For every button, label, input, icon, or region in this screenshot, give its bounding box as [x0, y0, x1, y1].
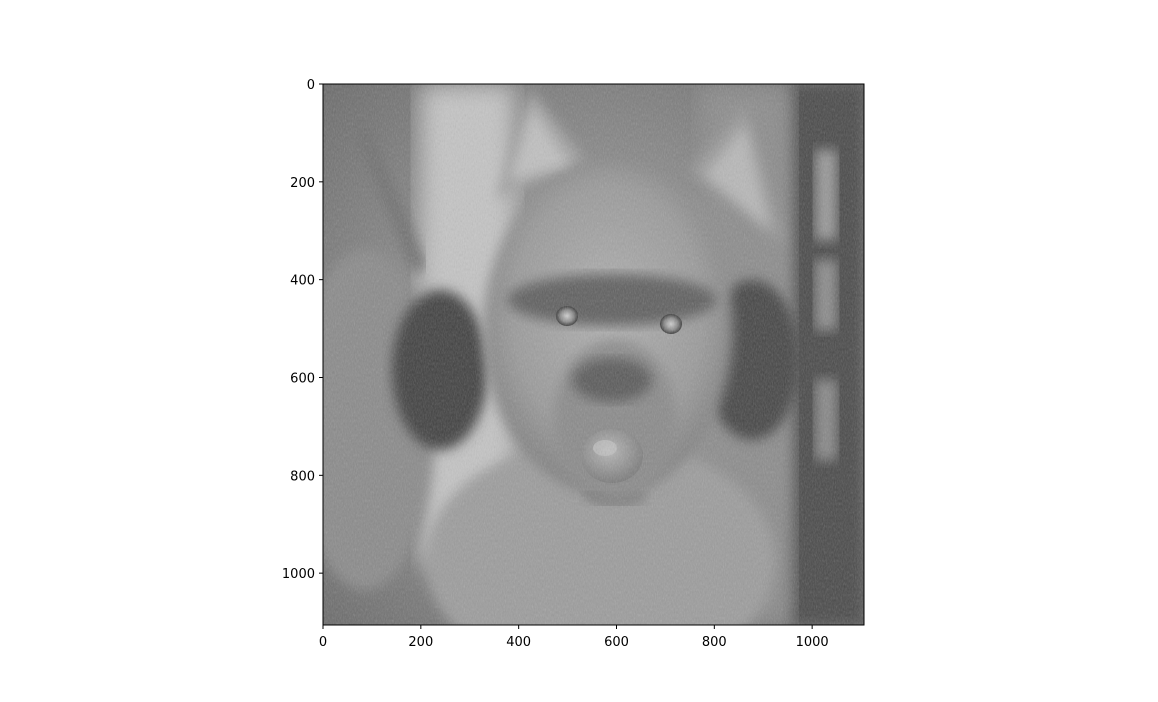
- y-tick-label: 800: [290, 469, 315, 484]
- y-tick-label: 600: [290, 371, 315, 386]
- x-tick-label: 200: [408, 635, 433, 650]
- y-tick-label: 0: [307, 78, 315, 93]
- axes-frame: [322, 83, 865, 626]
- y-tick-label: 400: [290, 274, 315, 289]
- x-tick-label: 800: [702, 635, 727, 650]
- y-tick-label: 1000: [282, 567, 315, 582]
- x-tick-label: 1000: [796, 635, 829, 650]
- photo-fur-texture: [323, 84, 864, 625]
- x-tick-label: 400: [506, 635, 531, 650]
- photo-image: [323, 84, 864, 625]
- x-tick-label: 0: [319, 635, 327, 650]
- x-tick-label: 600: [604, 635, 629, 650]
- x-axis: 0 200 400 600 800 1000: [319, 625, 829, 650]
- y-axis: 0 200 400 600 800 1000: [282, 78, 323, 582]
- y-tick-label: 200: [290, 176, 315, 191]
